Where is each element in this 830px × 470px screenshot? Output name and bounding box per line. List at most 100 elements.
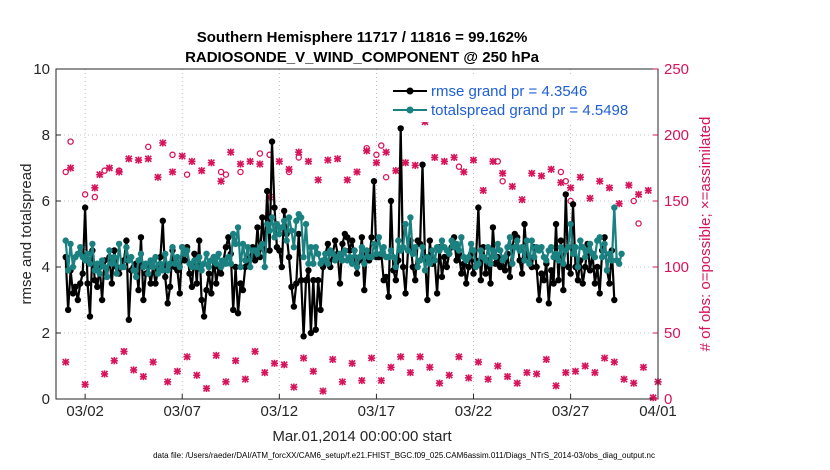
totalspread-point — [91, 267, 99, 274]
totalspread-point — [552, 250, 560, 257]
obs-assimilated-marker — [426, 363, 434, 371]
y-tick-label: 2 — [42, 325, 50, 342]
totalspread-point — [416, 257, 424, 264]
rmse-point — [518, 270, 526, 277]
rmse-point — [482, 270, 489, 277]
rmse-point — [147, 280, 154, 287]
rmse-point — [94, 283, 101, 290]
totalspread-point — [234, 224, 242, 231]
rmse-point — [140, 296, 147, 304]
totalspread-point — [560, 260, 567, 267]
totalspread-point — [603, 267, 611, 274]
y-right-tick-label: 250 — [664, 61, 689, 78]
totalspread-point — [310, 260, 317, 267]
totalspread-point — [120, 263, 128, 271]
totalspread-point — [606, 250, 613, 257]
obs-possible-marker — [373, 151, 380, 159]
totalspread-point — [111, 253, 118, 261]
totalspread-point — [523, 237, 531, 244]
obs-assimilated-marker — [164, 378, 172, 386]
rmse-point — [268, 138, 276, 145]
rmse-point — [254, 224, 261, 231]
totalspread-point — [368, 253, 375, 261]
obs-assimilated-marker — [479, 186, 487, 195]
totalspread-point — [436, 247, 443, 254]
totalspread-point — [572, 244, 579, 251]
totalspread-point — [166, 260, 174, 267]
obs-assimilated-marker — [154, 173, 162, 181]
x-tick-label: 03/17 — [358, 403, 396, 420]
rmse-point — [409, 263, 417, 271]
totalspread-point — [538, 244, 545, 251]
obs-assimilated-marker — [586, 194, 594, 202]
totalspread-point — [390, 253, 397, 261]
obs-assimilated-marker — [115, 168, 123, 176]
obs-assimilated-marker — [217, 177, 225, 185]
obs-assimilated-marker — [100, 370, 109, 378]
totalspread-point — [339, 257, 346, 264]
totalspread-point — [232, 240, 239, 248]
totalspread-point — [77, 244, 84, 251]
rmse-point — [477, 277, 484, 284]
rmse-point — [441, 253, 448, 261]
totalspread-point — [361, 260, 368, 267]
rmse-point — [424, 296, 431, 304]
rmse-point — [310, 277, 317, 284]
obs-assimilated-marker — [513, 379, 521, 387]
totalspread-point — [484, 244, 492, 251]
obs-assimilated-marker — [644, 186, 652, 195]
totalspread-point — [424, 253, 431, 261]
totalspread-point — [293, 217, 300, 224]
totalspread-point — [159, 267, 167, 274]
rmse-point — [208, 290, 215, 297]
totalspread-point — [290, 244, 298, 251]
rmse-point — [557, 237, 565, 244]
obs-assimilated-marker — [324, 156, 332, 164]
rmse-point — [419, 161, 426, 168]
obs-possible-marker — [183, 171, 191, 178]
rmse-point — [397, 125, 404, 132]
totalspread-point — [555, 257, 562, 264]
totalspread-point — [271, 234, 278, 241]
rmse-point — [412, 277, 419, 284]
rmse-point — [336, 280, 344, 287]
obs-assimilated-marker — [528, 169, 536, 177]
totalspread-point — [147, 257, 154, 264]
totalspread-point — [130, 267, 137, 274]
totalspread-point — [373, 250, 380, 257]
obs-assimilated-marker — [397, 353, 405, 361]
rmse-point — [217, 270, 225, 277]
obs-possible-marker — [635, 220, 642, 227]
rmse-point — [162, 273, 169, 281]
totalspread-point — [477, 247, 484, 254]
totalspread-point — [169, 244, 176, 251]
totalspread-point — [547, 244, 555, 251]
totalspread-point — [280, 217, 288, 224]
rmse-point — [79, 270, 86, 277]
rmse-point — [433, 290, 441, 297]
totalspread-point — [348, 260, 356, 267]
obs-assimilated-marker — [280, 361, 288, 369]
legend-marker-rmse — [406, 87, 414, 95]
rmse-point — [176, 290, 183, 297]
rmse-point — [290, 303, 298, 310]
totalspread-point — [259, 240, 266, 248]
rmse-point — [181, 257, 188, 264]
obs-possible-marker — [81, 191, 89, 198]
rmse-point — [74, 296, 82, 304]
rmse-point — [402, 290, 409, 297]
rmse-point — [297, 277, 305, 284]
totalspread-point — [353, 263, 361, 271]
rmse-point — [285, 253, 293, 261]
totalspread-point — [378, 250, 385, 257]
rmse-point — [239, 286, 247, 294]
totalspread-point — [62, 237, 69, 244]
rmse-point — [288, 283, 295, 290]
totalspread-point — [239, 240, 247, 248]
totalspread-point — [467, 240, 475, 248]
totalspread-point — [191, 257, 198, 264]
rmse-point — [300, 333, 307, 340]
rmse-point — [443, 263, 451, 271]
totalspread-point — [358, 244, 366, 251]
rmse-point — [276, 247, 283, 254]
